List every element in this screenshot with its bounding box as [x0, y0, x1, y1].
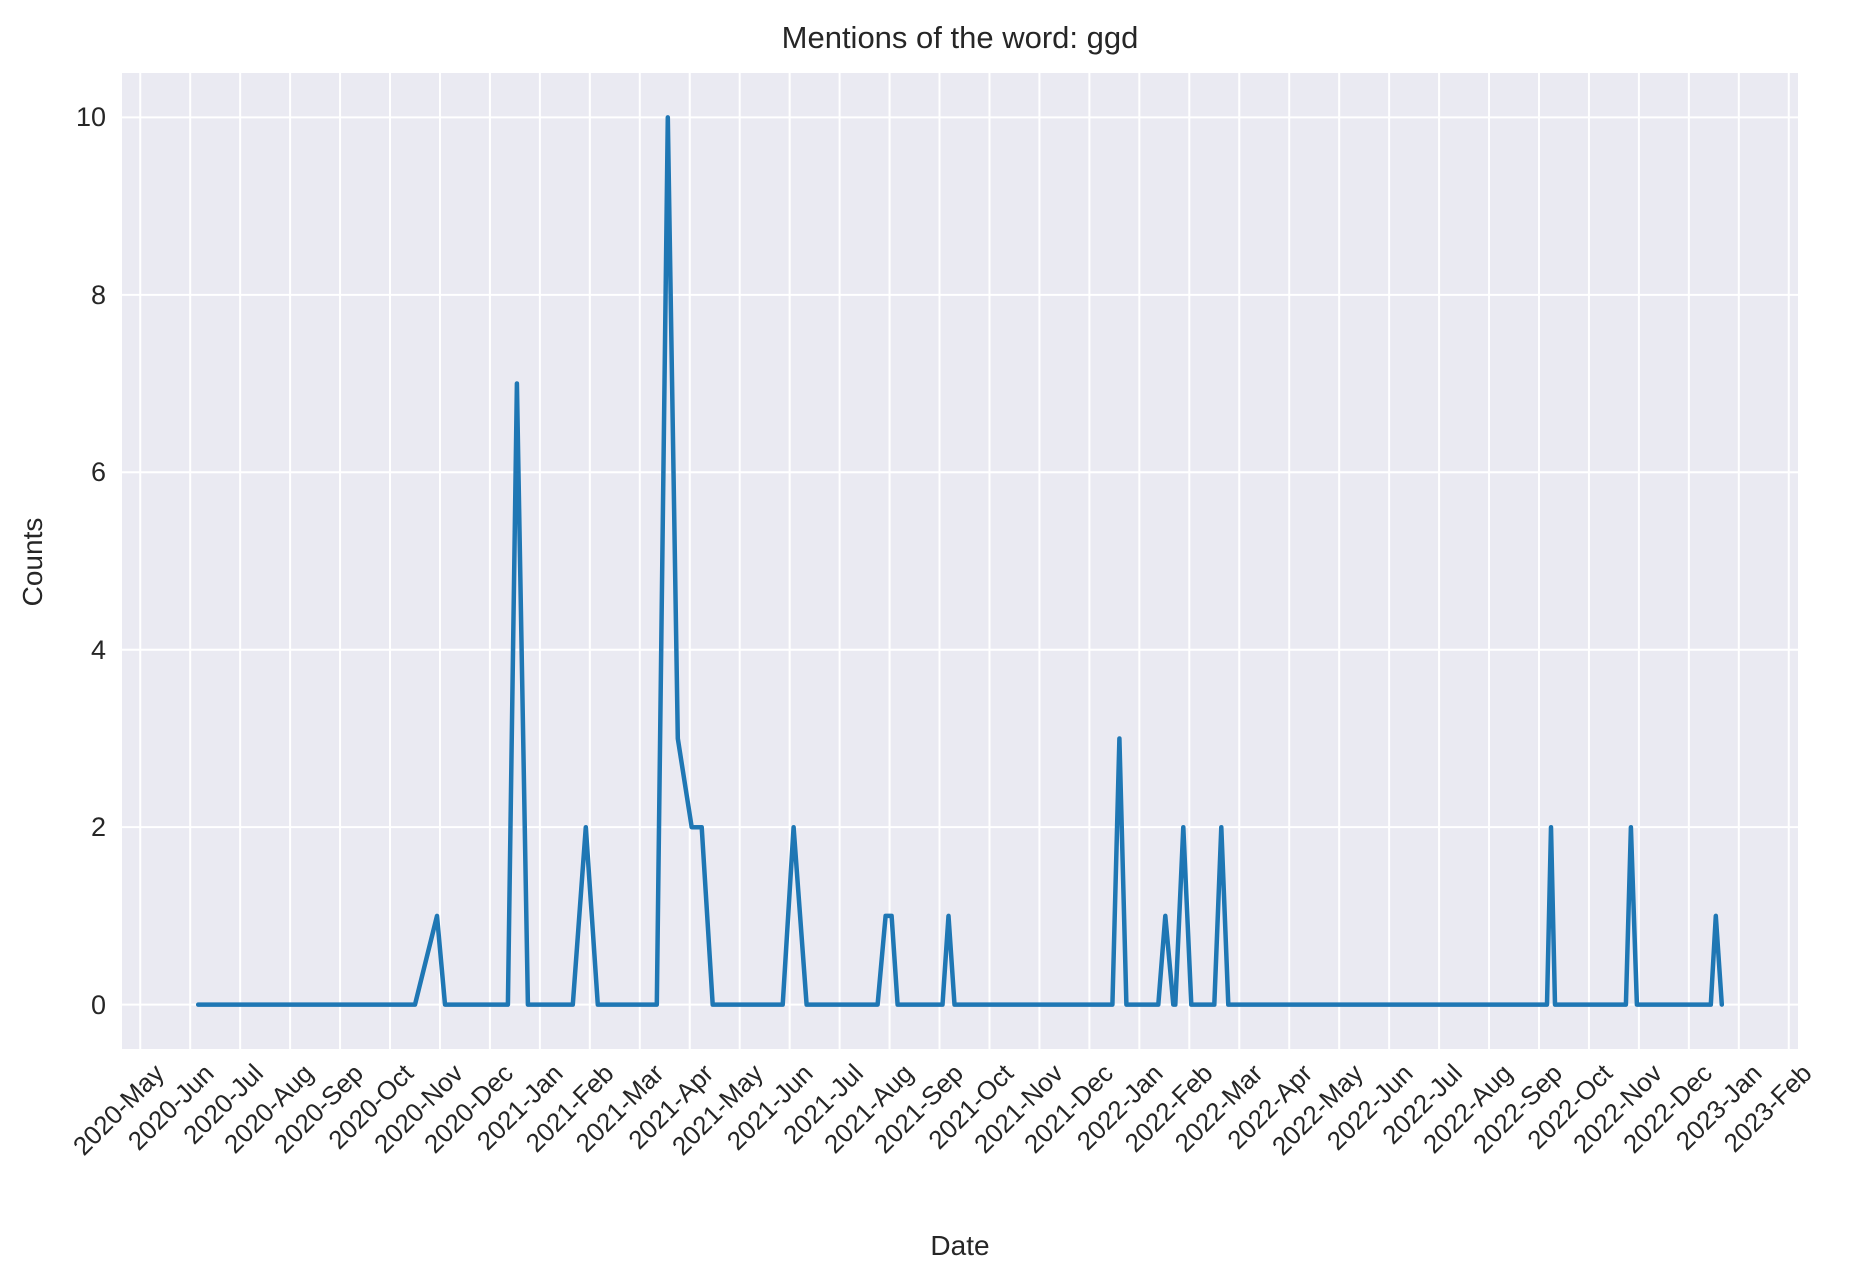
y-tick-label: 0 [90, 989, 106, 1020]
y-tick-label: 6 [90, 457, 106, 488]
horizontal-gridlines [122, 116, 1798, 1006]
y-tick-label: 10 [75, 102, 106, 133]
data-series-line [195, 115, 1725, 1007]
y-tick-label: 8 [90, 279, 106, 310]
y-axis-label: Counts [17, 517, 48, 607]
chart-title: Mentions of the word: ggd [781, 20, 1139, 55]
y-tick-label: 2 [90, 812, 106, 843]
x-axis-label: Date [930, 1230, 990, 1261]
vertical-gridlines [139, 73, 1790, 1049]
line-chart-svg [122, 73, 1798, 1049]
plot-area [122, 73, 1798, 1049]
y-tick-label: 4 [90, 634, 106, 665]
